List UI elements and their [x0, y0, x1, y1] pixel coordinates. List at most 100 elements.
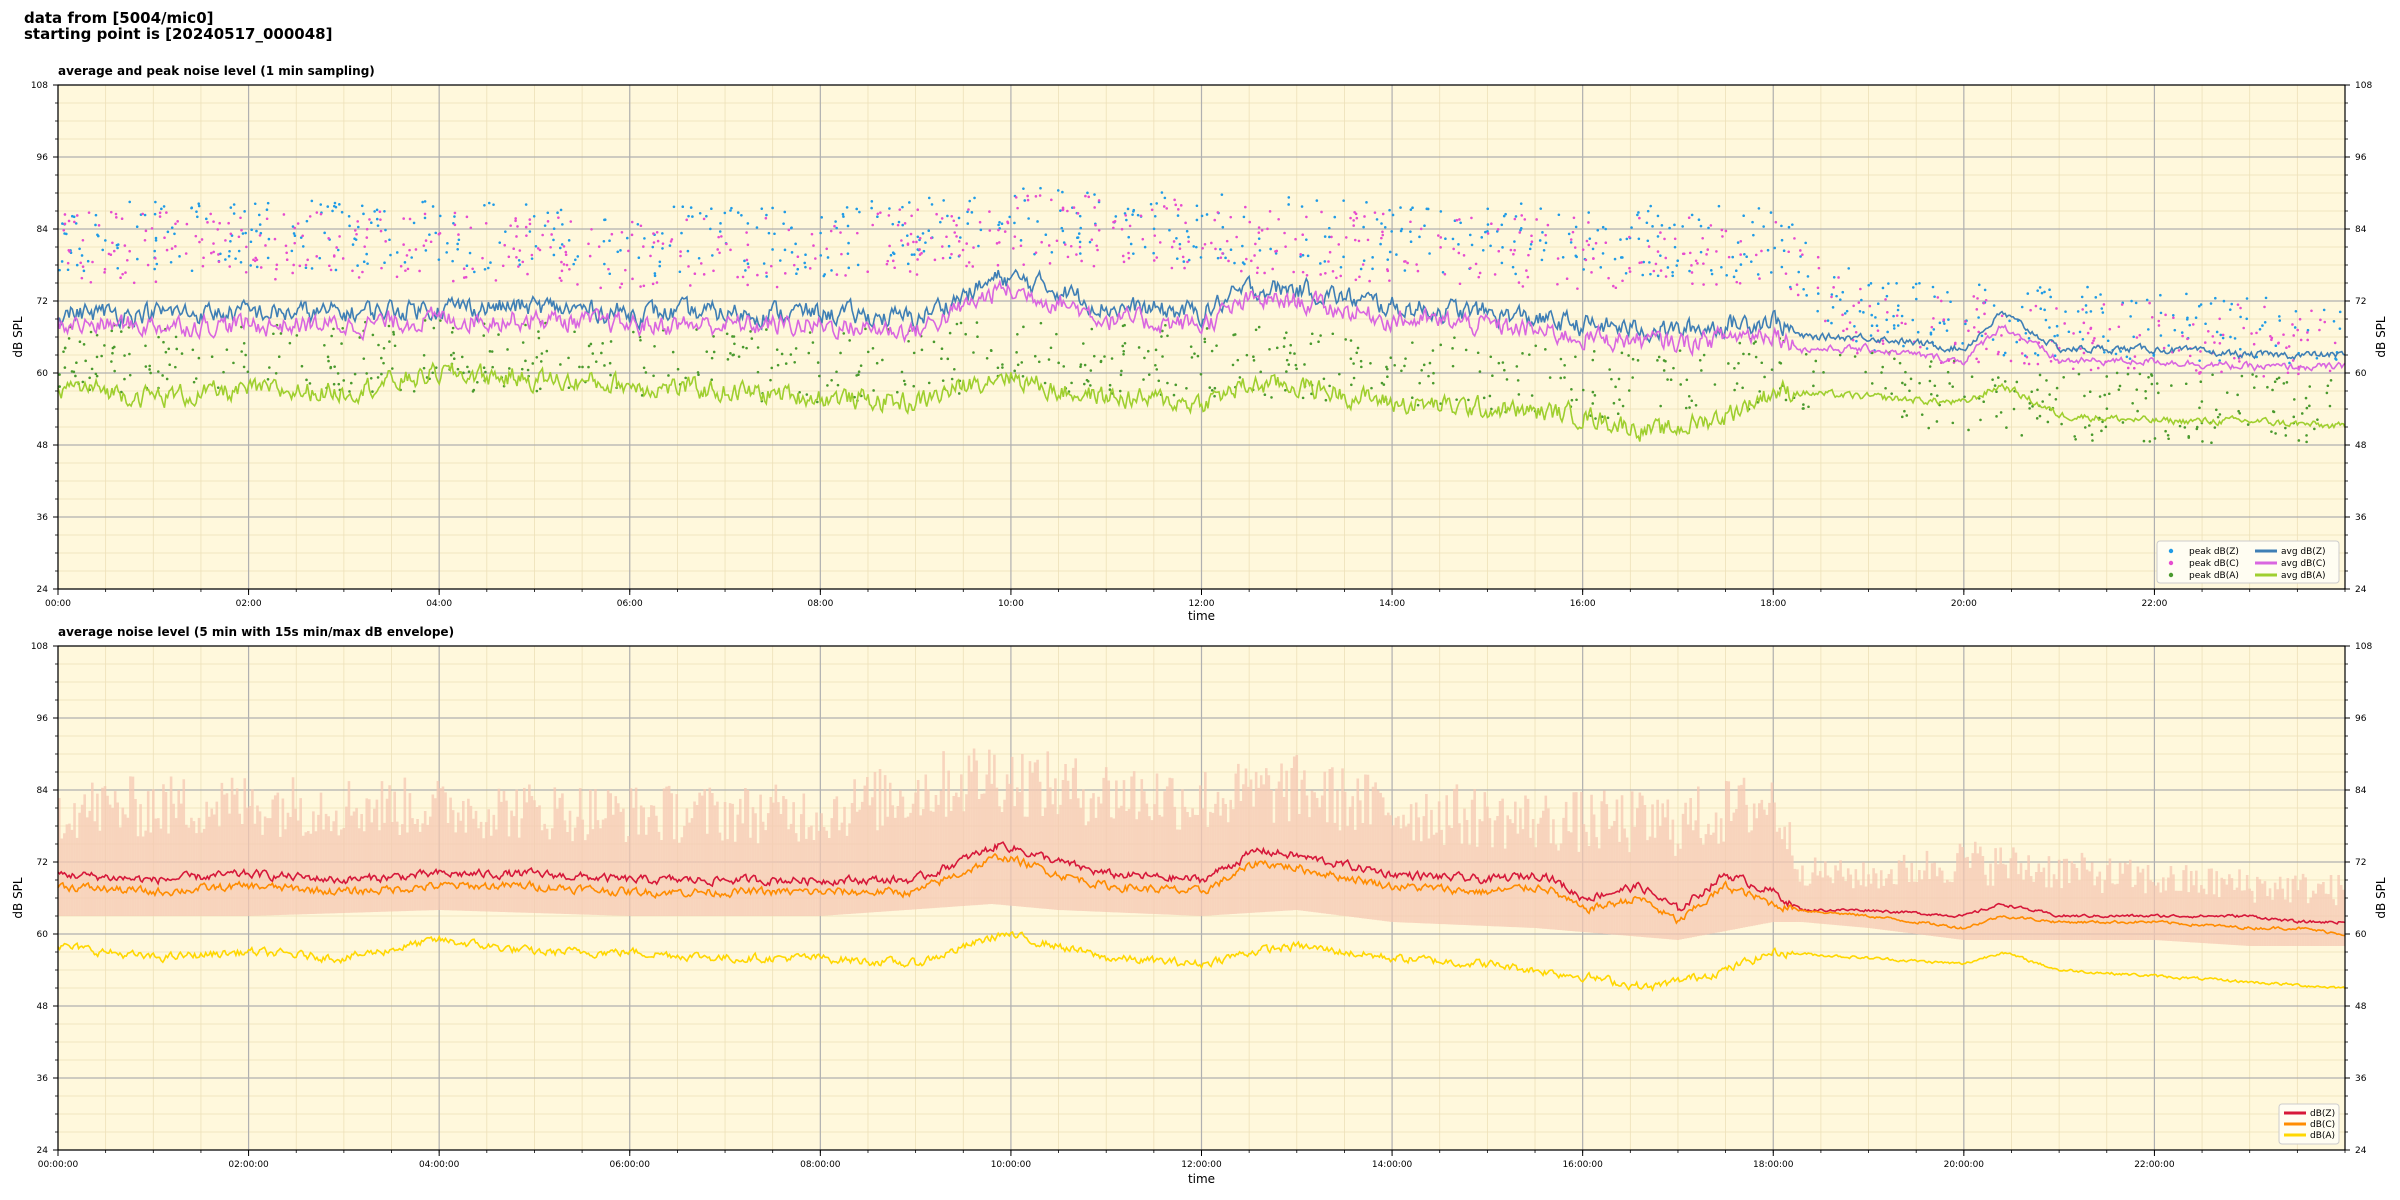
- scatter-point: [1791, 223, 1794, 226]
- scatter-point: [603, 218, 607, 222]
- scatter-point: [144, 229, 148, 233]
- scatter-point: [197, 204, 201, 208]
- scatter-point: [1659, 269, 1663, 272]
- scatter-point: [484, 221, 488, 225]
- scatter-point: [642, 366, 646, 370]
- scatter-point: [1339, 265, 1343, 269]
- scatter-point: [1076, 212, 1080, 215]
- scatter-point: [2083, 394, 2086, 398]
- scatter-point: [587, 344, 591, 348]
- scatter-point: [1103, 355, 1106, 358]
- scatter-point: [1155, 256, 1159, 259]
- scatter-point: [323, 231, 326, 235]
- scatter-point: [1782, 249, 1786, 253]
- scatter-point: [2263, 305, 2266, 309]
- scatter-point: [1026, 198, 1030, 202]
- scatter-point: [79, 261, 83, 265]
- scatter-point: [2164, 313, 2167, 317]
- scatter-point: [2103, 393, 2107, 397]
- scatter-point: [1796, 293, 1800, 297]
- scatter-point: [891, 251, 895, 255]
- scatter-point: [1043, 381, 1047, 385]
- scatter-point: [1816, 255, 1820, 259]
- scatter-point: [1885, 318, 1888, 322]
- scatter-point: [1784, 272, 1788, 275]
- scatter-point: [456, 247, 459, 251]
- scatter-point: [1245, 353, 1249, 357]
- scatter-point: [1854, 330, 1858, 334]
- scatter-point: [558, 276, 562, 280]
- scatter-point: [1715, 283, 1718, 286]
- scatter-point: [1050, 250, 1054, 254]
- scatter-point: [2266, 385, 2269, 389]
- scatter-point: [128, 200, 132, 204]
- series-db-a-: [57, 931, 2346, 993]
- scatter-point: [383, 261, 386, 265]
- scatter-point: [765, 328, 768, 331]
- scatter-point: [1388, 250, 1392, 254]
- scatter-point: [114, 212, 118, 216]
- scatter-point: [149, 371, 152, 375]
- scatter-point: [1896, 308, 1900, 312]
- scatter-point: [912, 351, 916, 355]
- scatter-point: [1451, 347, 1454, 350]
- scatter-point: [2252, 342, 2256, 346]
- scatter-point: [1649, 204, 1653, 208]
- scatter-point: [1342, 255, 1345, 259]
- scatter-point: [240, 350, 243, 353]
- scatter-point: [1751, 220, 1754, 224]
- scatter-point: [1333, 215, 1337, 219]
- scatter-point: [2198, 406, 2201, 410]
- scatter-point: [295, 334, 299, 337]
- scatter-point: [2284, 426, 2287, 430]
- scatter-point: [632, 330, 635, 334]
- y-tick-label: 36: [37, 1074, 49, 1084]
- scatter-point: [1099, 360, 1103, 364]
- scatter-point: [1489, 355, 1493, 359]
- scatter-point: [456, 367, 460, 371]
- scatter-point: [216, 386, 220, 389]
- scatter-point: [1315, 199, 1319, 202]
- scatter-point: [1293, 352, 1296, 355]
- scatter-point: [293, 234, 297, 238]
- scatter-point: [2072, 332, 2075, 335]
- scatter-point: [924, 241, 927, 244]
- scatter-point: [62, 350, 65, 353]
- scatter-point: [775, 285, 779, 289]
- scatter-point: [2126, 372, 2130, 376]
- scatter-point: [1210, 241, 1213, 245]
- scatter-point: [988, 229, 992, 232]
- scatter-point: [1019, 239, 1023, 242]
- scatter-point: [379, 356, 383, 360]
- scatter-point: [935, 212, 938, 216]
- scatter-point: [2108, 327, 2112, 331]
- scatter-point: [1252, 355, 1255, 359]
- scatter-point: [725, 242, 728, 246]
- scatter-point: [2270, 336, 2274, 340]
- scatter-point: [1546, 223, 1550, 227]
- scatter-point: [1285, 370, 1288, 373]
- scatter-point: [1979, 418, 1982, 422]
- scatter-point: [2271, 388, 2274, 392]
- scatter-point: [2333, 341, 2337, 345]
- scatter-point: [2325, 391, 2329, 395]
- scatter-point: [2313, 427, 2316, 431]
- scatter-point: [2115, 371, 2119, 375]
- scatter-point: [587, 365, 590, 369]
- scatter-point: [1047, 244, 1051, 247]
- scatter-point: [1203, 242, 1207, 246]
- scatter-point: [642, 284, 646, 288]
- scatter-point: [1356, 346, 1360, 350]
- scatter-point: [1179, 204, 1183, 207]
- scatter-point: [58, 373, 61, 376]
- figure-title: data from [5004/mic0] starting point is …: [24, 10, 332, 42]
- scatter-point: [918, 253, 922, 256]
- scatter-point: [1848, 321, 1852, 324]
- scatter-point: [908, 201, 911, 204]
- scatter-point: [383, 209, 386, 213]
- scatter-point: [1422, 363, 1426, 367]
- scatter-point: [379, 218, 382, 221]
- scatter-point: [967, 261, 971, 264]
- scatter-point: [517, 258, 521, 262]
- scatter-point: [95, 374, 99, 378]
